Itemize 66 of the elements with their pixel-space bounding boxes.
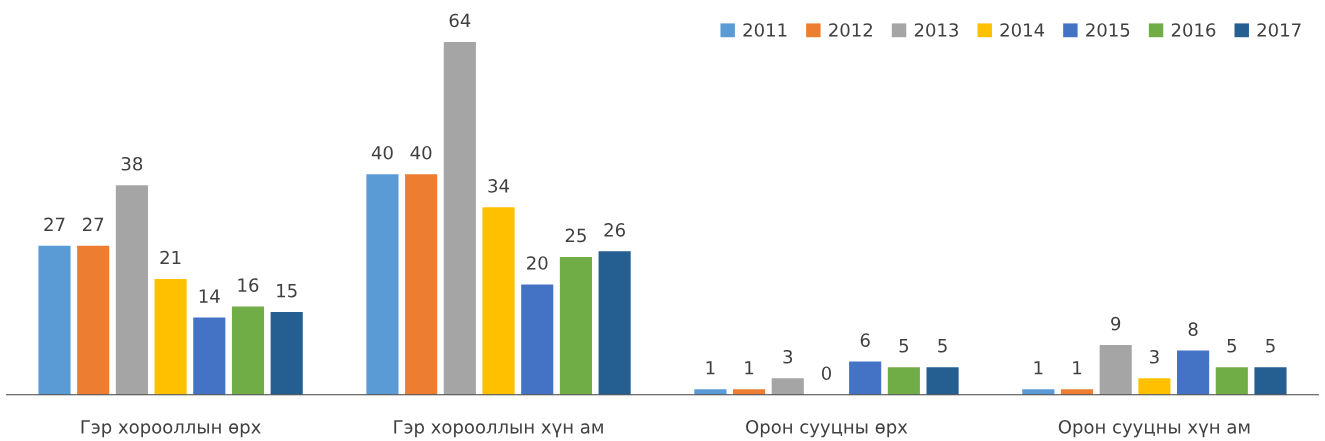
bar [1215, 367, 1248, 395]
data-label: 38 [121, 156, 143, 171]
bar [482, 207, 515, 395]
data-label: 8 [1188, 322, 1198, 336]
data-label: 6 [860, 333, 870, 348]
bar [1060, 389, 1094, 395]
bar [1254, 367, 1287, 395]
data-label: 9 [1111, 316, 1121, 331]
bar [926, 367, 959, 395]
data-label: 27 [83, 217, 104, 231]
data-label: 21 [160, 250, 181, 265]
bar [443, 41, 476, 395]
data-label: 5 [938, 339, 947, 353]
bar [849, 361, 882, 395]
data-label: 27 [44, 217, 65, 231]
bar [77, 245, 110, 395]
bar [521, 284, 554, 395]
data-label: 1 [706, 361, 715, 375]
data-label: 20 [527, 256, 548, 270]
data-label: 1 [745, 361, 754, 375]
data-label: 40 [371, 145, 393, 160]
x-tick-label: Гэр хорооллын хүн ам [394, 420, 603, 438]
legend-label: 2013 [914, 23, 958, 37]
data-label: 64 [449, 13, 471, 28]
bar [154, 278, 187, 395]
data-label: 5 [1266, 339, 1275, 353]
legend-label: 2017 [1257, 23, 1301, 37]
data-label: 5 [899, 339, 909, 353]
data-label: 26 [604, 223, 625, 237]
bar [694, 389, 727, 395]
x-tick-label: Орон сууцны өрх [746, 420, 908, 438]
bar [1177, 350, 1210, 395]
bar [193, 317, 226, 395]
bar [887, 367, 920, 395]
bar [733, 389, 766, 395]
bar [38, 245, 71, 395]
data-label: 15 [277, 283, 297, 298]
data-label: 1 [1034, 361, 1043, 375]
bar [1022, 389, 1055, 395]
legend-label: 2012 [829, 23, 872, 37]
legend-label: 2016 [1171, 23, 1216, 37]
data-label: 14 [199, 289, 220, 303]
bar [1099, 345, 1132, 395]
bar [231, 306, 265, 395]
bar [405, 174, 438, 395]
legend-label: 2015 [1086, 23, 1130, 37]
data-label: 25 [565, 228, 586, 243]
data-label: 34 [488, 179, 510, 193]
x-tick-label: Гэр хорооллын өрх [81, 420, 261, 438]
data-label: 40 [410, 145, 432, 160]
bar [1138, 378, 1171, 395]
x-tick-label: Орон сууцны хүн ам [1058, 420, 1250, 438]
bar [559, 256, 592, 395]
legend-label: 2011 [743, 23, 787, 37]
bar [598, 251, 631, 395]
data-label: 0 [821, 366, 832, 381]
data-label: 5 [1227, 339, 1236, 353]
legend-label: 2014 [1000, 23, 1045, 37]
bar [115, 185, 148, 395]
data-label: 1 [1073, 361, 1082, 375]
bar [270, 312, 303, 395]
bar [771, 378, 804, 395]
data-label: 3 [1150, 349, 1159, 364]
data-label: 3 [783, 349, 793, 364]
data-label: 16 [238, 278, 259, 292]
bar [366, 174, 399, 395]
